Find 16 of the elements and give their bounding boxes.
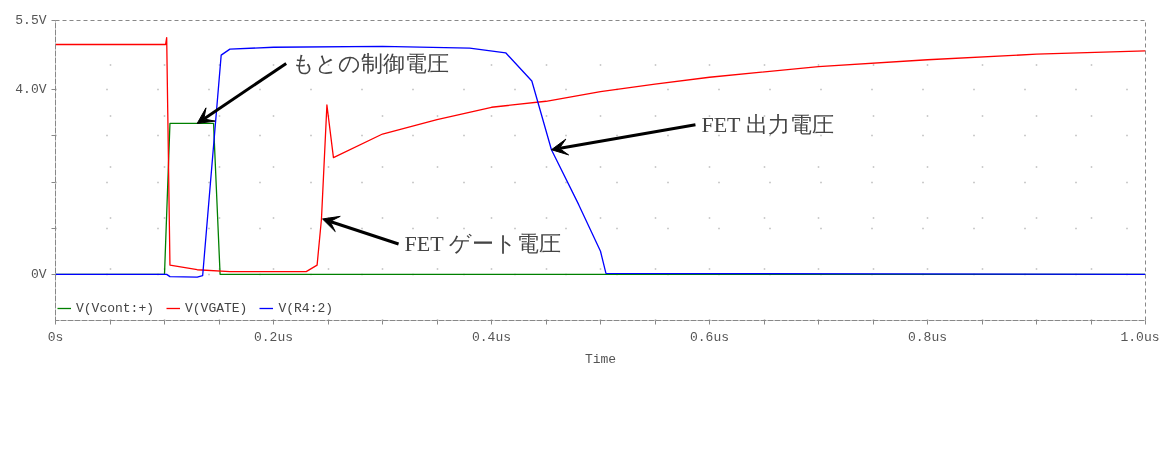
y-tick-label: 0V	[30, 266, 47, 282]
x-tick-label: 0s	[47, 329, 64, 345]
y-tick-label: 5.5V	[15, 13, 47, 28]
legend-label: V(VGATE)	[185, 300, 248, 316]
x-axis-title: Time	[584, 351, 617, 367]
x-tick-label: 0.4us	[472, 329, 512, 345]
annotation: FET ゲート電圧	[404, 231, 561, 257]
x-tick-label: 0.2us	[254, 329, 294, 345]
x-tick-label: 0.8us	[908, 329, 948, 345]
annotation: FET 出力電圧	[701, 112, 834, 138]
annotation: もとの制御電圧	[292, 50, 450, 76]
text: V(Vcont:+)	[76, 300, 155, 316]
x-tick-label: 1.0us	[1120, 329, 1160, 345]
x-tick-label: 0.6us	[690, 329, 730, 345]
y-tick-label: 4.0V	[15, 82, 47, 98]
legend-label: V(R4:2)	[278, 300, 334, 316]
